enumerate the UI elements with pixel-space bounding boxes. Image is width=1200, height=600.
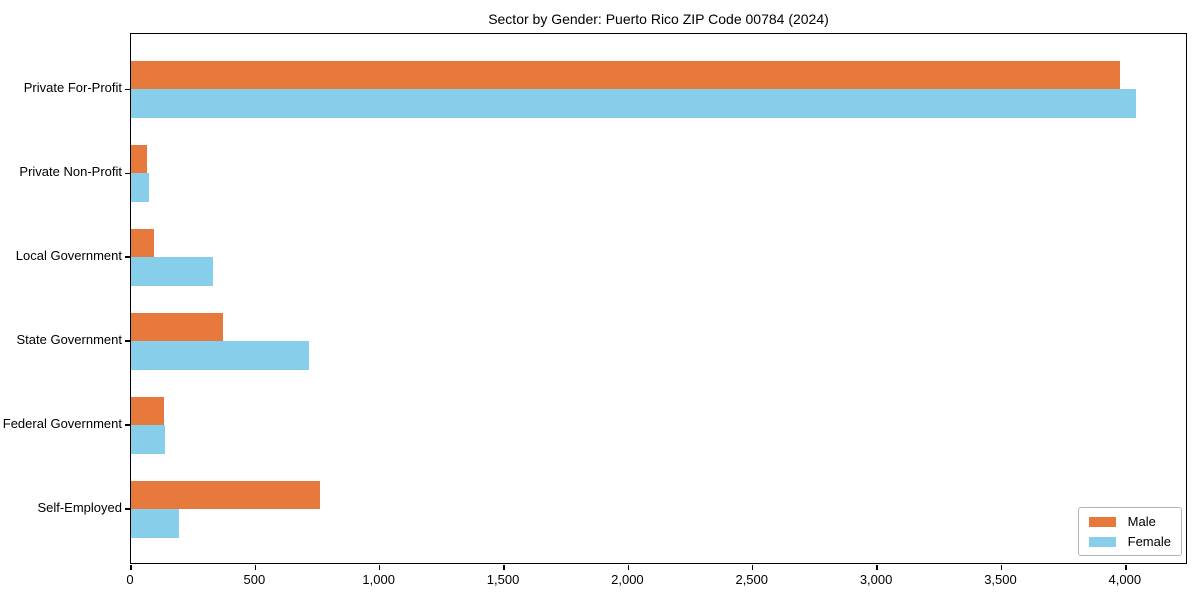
bar-male-local-government [131,228,154,258]
x-tick-3500 [1000,565,1003,570]
legend-label-male: Male [1127,514,1156,529]
legend-item-male: Male [1088,514,1171,529]
bar-male-self-employed [131,480,321,509]
legend-item-female: Female [1088,534,1171,549]
bar-female-local-government [131,257,213,286]
bar-male-private-for-profit [131,60,1120,90]
y-tick-federal-government [124,424,130,426]
legend-swatch-male-icon [1088,516,1116,527]
bar-female-private-for-profit [131,89,1137,118]
x-tick-1000 [379,565,381,570]
bar-male-federal-government [131,396,165,426]
bar-female-private-non-profit [131,173,149,202]
bar-female-state-government [131,341,309,370]
y-tick-label-state-government: State Government [16,332,123,348]
x-tick-2000 [627,565,630,570]
y-tick-label-private-for-profit: Private For-Profit [23,80,122,96]
y-tick-label-federal-government: Federal Government [2,416,122,432]
bar-female-self-employed [131,509,179,538]
x-tick-label-3000: 3,000 [859,572,893,587]
x-tick-label-0: 0 [126,572,134,587]
x-tick-2500 [752,565,754,570]
y-tick-label-self-employed: Self-Employed [37,500,122,515]
y-tick-local-government [124,256,130,258]
x-tick-3000 [876,565,878,570]
legend: Male Female [1077,507,1182,556]
plot-area: Male Female [124,33,1187,570]
x-tick-500 [254,565,257,570]
x-tick-0 [130,565,132,570]
x-tick-label-3500: 3,500 [984,572,1017,587]
x-tick-4000 [1125,565,1127,570]
bar-female-federal-government [131,425,165,454]
x-tick-label-4000: 4,000 [1108,572,1142,587]
bar-male-private-non-profit [131,144,147,174]
chart-title: Sector by Gender: Puerto Rico ZIP Code 0… [488,11,829,27]
x-tick-label-2500: 2,500 [735,572,769,587]
x-tick-label-2000: 2,000 [611,572,644,587]
legend-swatch-female-icon [1088,536,1116,547]
y-tick-private-for-profit [124,88,130,90]
x-tick-1500 [503,565,505,570]
y-tick-label-private-non-profit: Private Non-Profit [19,164,122,180]
y-tick-state-government [124,340,130,342]
x-tick-label-500: 500 [243,572,266,587]
legend-label-female: Female [1127,534,1171,549]
x-tick-label-1500: 1,500 [486,572,520,587]
y-tick-private-non-profit [124,172,130,174]
y-tick-label-local-government: Local Government [15,248,122,264]
y-tick-self-employed [124,508,130,510]
bar-male-state-government [131,312,224,342]
x-tick-label-1000: 1,000 [362,572,395,587]
